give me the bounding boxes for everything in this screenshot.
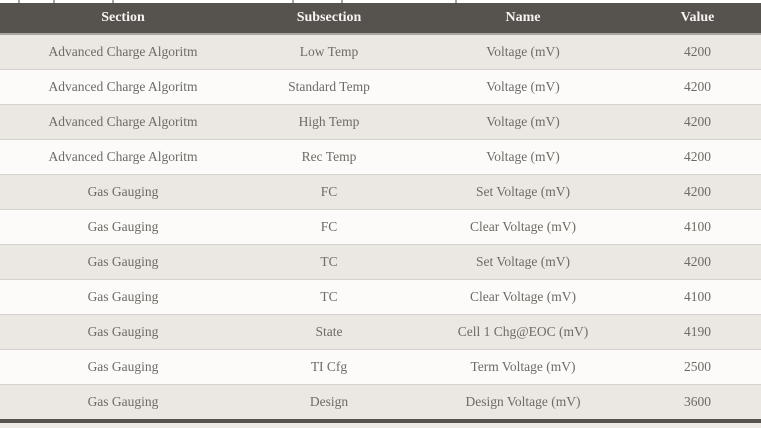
cell-subsection: Low Temp bbox=[299, 44, 359, 59]
cell-name: Design Voltage (mV) bbox=[465, 394, 581, 409]
cell-value: 4100 bbox=[684, 219, 711, 234]
table-row: Gas Gauging Design Design Voltage (mV) 3600 bbox=[0, 384, 761, 419]
column-header-value: Value bbox=[680, 10, 715, 25]
table-header-row: Section Subsection Name Value bbox=[0, 3, 761, 35]
cell-value: 4200 bbox=[684, 114, 711, 129]
cell-section: Gas Gauging bbox=[87, 219, 159, 234]
cell-name: Voltage (mV) bbox=[486, 79, 560, 94]
cell-name: Voltage (mV) bbox=[486, 114, 560, 129]
cell-value: 3600 bbox=[684, 394, 711, 409]
cell-section: Gas Gauging bbox=[87, 254, 159, 269]
cell-section: Gas Gauging bbox=[87, 289, 159, 304]
cell-name: Set Voltage (mV) bbox=[476, 254, 570, 269]
column-header-section: Section bbox=[101, 10, 145, 25]
table-row: Advanced Charge Algoritm Rec Temp Voltage … bbox=[0, 139, 761, 174]
cell-subsection: FC bbox=[320, 219, 338, 234]
table-row: Advanced Charge Algoritm Standard Temp Vol… bbox=[0, 69, 761, 104]
cell-value: 4200 bbox=[684, 79, 711, 94]
cell-name: Voltage (mV) bbox=[486, 149, 560, 164]
cell-name: Cell 1 Chg@EOC (mV) bbox=[457, 324, 589, 339]
cell-value: 4200 bbox=[684, 254, 711, 269]
ruler-tick bbox=[112, 0, 114, 3]
table-row: Gas Gauging State Cell 1 Chg@EOC (mV) 4190 bbox=[0, 314, 761, 349]
cell-section: Advanced Charge Algoritm bbox=[48, 79, 198, 94]
cell-value: 4200 bbox=[684, 184, 711, 199]
cell-section: Gas Gauging bbox=[87, 324, 159, 339]
table-row: Advanced Charge Algoritm High Temp Voltage… bbox=[0, 104, 761, 139]
ruler-tick bbox=[455, 0, 457, 3]
ruler-tick bbox=[18, 0, 20, 3]
cell-subsection: High Temp bbox=[298, 114, 360, 129]
cell-subsection: TI Cfg bbox=[310, 359, 348, 374]
top-edge-strip bbox=[0, 0, 761, 3]
table-body: Advanced Charge Algoritm Low Temp Voltage … bbox=[0, 35, 761, 419]
cell-value: 4200 bbox=[684, 149, 711, 164]
cell-subsection: Standard Temp bbox=[288, 79, 370, 94]
ruler-tick bbox=[341, 0, 343, 3]
table-bottom-rule bbox=[0, 419, 761, 423]
cell-name: Clear Voltage (mV) bbox=[470, 219, 576, 234]
cell-section: Gas Gauging bbox=[87, 359, 159, 374]
cell-section: Advanced Charge Algoritm bbox=[48, 149, 198, 164]
cell-name: Set Voltage (mV) bbox=[476, 184, 570, 199]
cell-section: Gas Gauging bbox=[87, 394, 159, 409]
config-values-table: Section Subsection Name Value Advanced Char… bbox=[0, 3, 761, 419]
cell-subsection: TC bbox=[320, 289, 338, 304]
column-header-subsection: Subsection bbox=[296, 10, 362, 25]
cell-value: 4100 bbox=[684, 289, 711, 304]
table-row: Gas Gauging TC Set Voltage (mV) 4200 bbox=[0, 244, 761, 279]
table-row: Gas Gauging TI Cfg Term Voltage (mV) 2500 bbox=[0, 349, 761, 384]
ruler-tick bbox=[292, 0, 294, 3]
cell-section: Gas Gauging bbox=[87, 184, 159, 199]
cell-name: Voltage (mV) bbox=[486, 44, 560, 59]
cell-subsection: State bbox=[315, 324, 343, 339]
cell-subsection: FC bbox=[320, 184, 338, 199]
cell-section: Advanced Charge Algoritm bbox=[48, 44, 198, 59]
cell-name: Clear Voltage (mV) bbox=[470, 289, 576, 304]
cell-subsection: TC bbox=[320, 254, 338, 269]
table-row: Advanced Charge Algoritm Low Temp Voltage … bbox=[0, 35, 761, 69]
table-row: Gas Gauging FC Clear Voltage (mV) 4100 bbox=[0, 209, 761, 244]
cell-value: 4200 bbox=[684, 44, 711, 59]
cell-subsection: Rec Temp bbox=[301, 149, 357, 164]
cell-value: 4190 bbox=[684, 324, 711, 339]
table-row: Gas Gauging FC Set Voltage (mV) 4200 bbox=[0, 174, 761, 209]
cell-section: Advanced Charge Algoritm bbox=[48, 114, 198, 129]
cell-subsection: Design bbox=[309, 394, 349, 409]
bottom-padding bbox=[0, 423, 761, 428]
cell-name: Term Voltage (mV) bbox=[470, 359, 576, 374]
table-row: Gas Gauging TC Clear Voltage (mV) 4100 bbox=[0, 279, 761, 314]
ruler-tick bbox=[53, 0, 55, 3]
cell-value: 2500 bbox=[684, 359, 711, 374]
column-header-name: Name bbox=[505, 10, 541, 25]
